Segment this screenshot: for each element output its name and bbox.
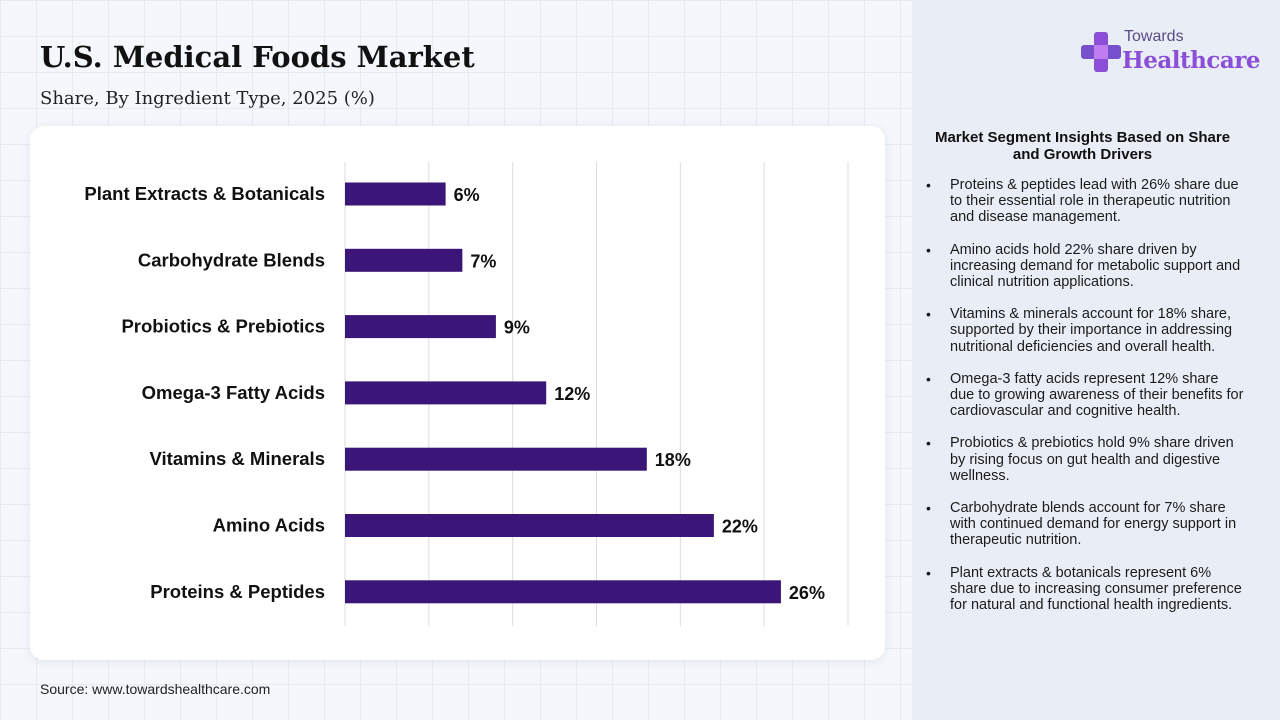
bar bbox=[345, 580, 781, 604]
brand-logo: Towards Healthcare bbox=[1081, 28, 1261, 78]
data-label: 18% bbox=[655, 450, 691, 470]
category-label: Vitamins & Minerals bbox=[150, 448, 325, 469]
bar-chart: Plant Extracts & Botanicals 6% Carbohydrat… bbox=[84, 162, 849, 626]
chart-title: U.S. Medical Foods Market bbox=[40, 40, 475, 74]
insight-item: Omega-3 fatty acids represent 12% share … bbox=[924, 371, 1244, 420]
data-label: 9% bbox=[504, 318, 530, 338]
insights-list: Proteins & peptides lead with 26% share … bbox=[924, 177, 1244, 629]
data-label: 22% bbox=[722, 517, 758, 537]
bar bbox=[345, 182, 446, 206]
chart-subtitle: Share, By Ingredient Type, 2025 (%) bbox=[40, 88, 375, 109]
bar bbox=[345, 381, 547, 405]
insights-title: Market Segment Insights Based on Share a… bbox=[934, 129, 1231, 163]
bar bbox=[345, 447, 647, 471]
insight-item: Proteins & peptides lead with 26% share … bbox=[924, 177, 1244, 226]
logo-text-towards: Towards bbox=[1124, 28, 1184, 45]
data-label: 26% bbox=[789, 583, 825, 603]
category-label: Proteins & Peptides bbox=[150, 581, 325, 602]
bar bbox=[345, 248, 463, 272]
category-label: Carbohydrate Blends bbox=[138, 249, 325, 270]
data-label: 12% bbox=[554, 384, 590, 404]
bar bbox=[345, 315, 496, 339]
logo-text-healthcare: Healthcare bbox=[1122, 47, 1261, 74]
insight-item: Carbohydrate blends account for 7% share… bbox=[924, 500, 1244, 549]
chart-card: Plant Extracts & Botanicals 6% Carbohydrat… bbox=[30, 126, 885, 660]
source-note: Source: www.towardshealthcare.com bbox=[40, 681, 271, 697]
category-label: Plant Extracts & Botanicals bbox=[84, 183, 325, 204]
insight-item: Plant extracts & botanicals represent 6%… bbox=[924, 565, 1244, 614]
insight-item: Amino acids hold 22% share driven by inc… bbox=[924, 242, 1244, 291]
data-label: 7% bbox=[470, 251, 496, 271]
data-label: 6% bbox=[454, 185, 480, 205]
cross-plus-logo-icon bbox=[1081, 32, 1121, 72]
category-label: Omega-3 Fatty Acids bbox=[142, 382, 325, 403]
category-label: Probiotics & Prebiotics bbox=[121, 316, 325, 337]
insight-item: Probiotics & prebiotics hold 9% share dr… bbox=[924, 435, 1244, 484]
insight-item: Vitamins & minerals account for 18% shar… bbox=[924, 306, 1244, 355]
bar bbox=[345, 514, 714, 537]
category-label: Amino Acids bbox=[213, 515, 325, 536]
